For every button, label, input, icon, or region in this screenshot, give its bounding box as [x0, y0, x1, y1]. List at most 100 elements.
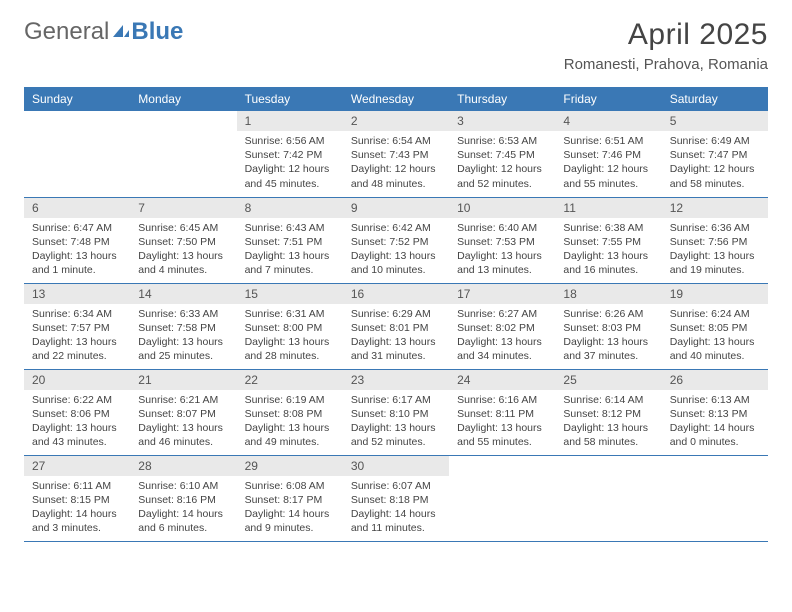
brand-sail-icon	[111, 18, 131, 46]
day-number: 9	[343, 198, 449, 218]
day-number: 18	[555, 284, 661, 304]
day-number: 12	[662, 198, 768, 218]
day-number: 13	[24, 284, 130, 304]
day-number: 29	[237, 456, 343, 476]
day-data: Sunrise: 6:51 AMSunset: 7:46 PMDaylight:…	[555, 131, 661, 196]
day-number: 25	[555, 370, 661, 390]
calendar-row: 27Sunrise: 6:11 AMSunset: 8:15 PMDayligh…	[24, 455, 768, 541]
day-data: Sunrise: 6:34 AMSunset: 7:57 PMDaylight:…	[24, 304, 130, 369]
day-cell: 26Sunrise: 6:13 AMSunset: 8:13 PMDayligh…	[662, 369, 768, 455]
day-cell: 15Sunrise: 6:31 AMSunset: 8:00 PMDayligh…	[237, 283, 343, 369]
calendar-body: 1Sunrise: 6:56 AMSunset: 7:42 PMDaylight…	[24, 111, 768, 541]
day-data: Sunrise: 6:29 AMSunset: 8:01 PMDaylight:…	[343, 304, 449, 369]
day-cell: 2Sunrise: 6:54 AMSunset: 7:43 PMDaylight…	[343, 111, 449, 197]
day-data: Sunrise: 6:27 AMSunset: 8:02 PMDaylight:…	[449, 304, 555, 369]
day-data: Sunrise: 6:33 AMSunset: 7:58 PMDaylight:…	[130, 304, 236, 369]
day-cell: 30Sunrise: 6:07 AMSunset: 8:18 PMDayligh…	[343, 455, 449, 541]
day-cell: 23Sunrise: 6:17 AMSunset: 8:10 PMDayligh…	[343, 369, 449, 455]
day-cell: 12Sunrise: 6:36 AMSunset: 7:56 PMDayligh…	[662, 197, 768, 283]
day-number: 11	[555, 198, 661, 218]
day-data: Sunrise: 6:54 AMSunset: 7:43 PMDaylight:…	[343, 131, 449, 196]
weekday-row: SundayMondayTuesdayWednesdayThursdayFrid…	[24, 87, 768, 111]
day-data: Sunrise: 6:53 AMSunset: 7:45 PMDaylight:…	[449, 131, 555, 196]
empty-cell	[555, 455, 661, 541]
day-number: 21	[130, 370, 236, 390]
title-block: April 2025 Romanesti, Prahova, Romania	[564, 18, 768, 73]
day-cell: 25Sunrise: 6:14 AMSunset: 8:12 PMDayligh…	[555, 369, 661, 455]
day-cell: 9Sunrise: 6:42 AMSunset: 7:52 PMDaylight…	[343, 197, 449, 283]
page-header: General Blue April 2025 Romanesti, Praho…	[24, 18, 768, 73]
empty-cell	[130, 111, 236, 197]
day-number: 4	[555, 111, 661, 131]
day-number: 5	[662, 111, 768, 131]
day-data: Sunrise: 6:31 AMSunset: 8:00 PMDaylight:…	[237, 304, 343, 369]
day-number: 1	[237, 111, 343, 131]
day-data: Sunrise: 6:24 AMSunset: 8:05 PMDaylight:…	[662, 304, 768, 369]
day-cell: 22Sunrise: 6:19 AMSunset: 8:08 PMDayligh…	[237, 369, 343, 455]
day-cell: 5Sunrise: 6:49 AMSunset: 7:47 PMDaylight…	[662, 111, 768, 197]
day-cell: 11Sunrise: 6:38 AMSunset: 7:55 PMDayligh…	[555, 197, 661, 283]
day-cell: 10Sunrise: 6:40 AMSunset: 7:53 PMDayligh…	[449, 197, 555, 283]
day-data: Sunrise: 6:43 AMSunset: 7:51 PMDaylight:…	[237, 218, 343, 283]
day-cell: 16Sunrise: 6:29 AMSunset: 8:01 PMDayligh…	[343, 283, 449, 369]
calendar-table: SundayMondayTuesdayWednesdayThursdayFrid…	[24, 87, 768, 542]
calendar-head: SundayMondayTuesdayWednesdayThursdayFrid…	[24, 87, 768, 111]
day-cell: 3Sunrise: 6:53 AMSunset: 7:45 PMDaylight…	[449, 111, 555, 197]
location-subtitle: Romanesti, Prahova, Romania	[564, 56, 768, 73]
day-number: 19	[662, 284, 768, 304]
day-data: Sunrise: 6:49 AMSunset: 7:47 PMDaylight:…	[662, 131, 768, 196]
day-data: Sunrise: 6:36 AMSunset: 7:56 PMDaylight:…	[662, 218, 768, 283]
day-data: Sunrise: 6:11 AMSunset: 8:15 PMDaylight:…	[24, 476, 130, 541]
calendar-row: 6Sunrise: 6:47 AMSunset: 7:48 PMDaylight…	[24, 197, 768, 283]
day-number: 20	[24, 370, 130, 390]
day-number: 10	[449, 198, 555, 218]
day-data: Sunrise: 6:07 AMSunset: 8:18 PMDaylight:…	[343, 476, 449, 541]
weekday-header: Tuesday	[237, 87, 343, 111]
day-data: Sunrise: 6:08 AMSunset: 8:17 PMDaylight:…	[237, 476, 343, 541]
day-number: 26	[662, 370, 768, 390]
page-title: April 2025	[564, 18, 768, 52]
empty-cell	[449, 455, 555, 541]
empty-cell	[24, 111, 130, 197]
day-cell: 19Sunrise: 6:24 AMSunset: 8:05 PMDayligh…	[662, 283, 768, 369]
day-cell: 8Sunrise: 6:43 AMSunset: 7:51 PMDaylight…	[237, 197, 343, 283]
day-data: Sunrise: 6:16 AMSunset: 8:11 PMDaylight:…	[449, 390, 555, 455]
day-number: 17	[449, 284, 555, 304]
day-cell: 27Sunrise: 6:11 AMSunset: 8:15 PMDayligh…	[24, 455, 130, 541]
day-data: Sunrise: 6:19 AMSunset: 8:08 PMDaylight:…	[237, 390, 343, 455]
day-number: 27	[24, 456, 130, 476]
day-number: 7	[130, 198, 236, 218]
day-cell: 14Sunrise: 6:33 AMSunset: 7:58 PMDayligh…	[130, 283, 236, 369]
day-number: 22	[237, 370, 343, 390]
weekday-header: Friday	[555, 87, 661, 111]
calendar-row: 20Sunrise: 6:22 AMSunset: 8:06 PMDayligh…	[24, 369, 768, 455]
day-number: 16	[343, 284, 449, 304]
day-cell: 18Sunrise: 6:26 AMSunset: 8:03 PMDayligh…	[555, 283, 661, 369]
day-number: 6	[24, 198, 130, 218]
brand-logo: General Blue	[24, 18, 183, 46]
day-cell: 28Sunrise: 6:10 AMSunset: 8:16 PMDayligh…	[130, 455, 236, 541]
weekday-header: Thursday	[449, 87, 555, 111]
day-data: Sunrise: 6:26 AMSunset: 8:03 PMDaylight:…	[555, 304, 661, 369]
weekday-header: Monday	[130, 87, 236, 111]
weekday-header: Saturday	[662, 87, 768, 111]
day-data: Sunrise: 6:22 AMSunset: 8:06 PMDaylight:…	[24, 390, 130, 455]
day-data: Sunrise: 6:17 AMSunset: 8:10 PMDaylight:…	[343, 390, 449, 455]
day-data: Sunrise: 6:13 AMSunset: 8:13 PMDaylight:…	[662, 390, 768, 455]
day-cell: 4Sunrise: 6:51 AMSunset: 7:46 PMDaylight…	[555, 111, 661, 197]
day-cell: 6Sunrise: 6:47 AMSunset: 7:48 PMDaylight…	[24, 197, 130, 283]
day-data: Sunrise: 6:56 AMSunset: 7:42 PMDaylight:…	[237, 131, 343, 196]
day-number: 28	[130, 456, 236, 476]
day-cell: 24Sunrise: 6:16 AMSunset: 8:11 PMDayligh…	[449, 369, 555, 455]
brand-part1: General	[24, 18, 109, 46]
day-cell: 20Sunrise: 6:22 AMSunset: 8:06 PMDayligh…	[24, 369, 130, 455]
day-data: Sunrise: 6:10 AMSunset: 8:16 PMDaylight:…	[130, 476, 236, 541]
day-data: Sunrise: 6:40 AMSunset: 7:53 PMDaylight:…	[449, 218, 555, 283]
day-cell: 21Sunrise: 6:21 AMSunset: 8:07 PMDayligh…	[130, 369, 236, 455]
day-data: Sunrise: 6:45 AMSunset: 7:50 PMDaylight:…	[130, 218, 236, 283]
calendar-row: 13Sunrise: 6:34 AMSunset: 7:57 PMDayligh…	[24, 283, 768, 369]
day-number: 30	[343, 456, 449, 476]
day-data: Sunrise: 6:42 AMSunset: 7:52 PMDaylight:…	[343, 218, 449, 283]
day-number: 14	[130, 284, 236, 304]
day-number: 15	[237, 284, 343, 304]
